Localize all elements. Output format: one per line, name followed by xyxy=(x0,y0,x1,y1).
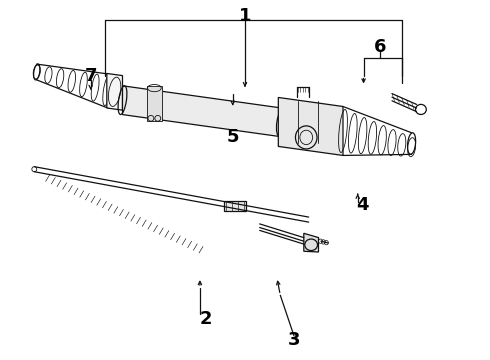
Text: 4: 4 xyxy=(356,196,369,214)
Polygon shape xyxy=(224,201,246,211)
Polygon shape xyxy=(107,73,122,110)
Text: 3: 3 xyxy=(288,331,300,349)
Text: 1: 1 xyxy=(239,7,251,25)
Polygon shape xyxy=(304,233,318,252)
Polygon shape xyxy=(122,86,282,137)
Text: 2: 2 xyxy=(199,310,212,328)
Text: 7: 7 xyxy=(84,67,97,85)
Polygon shape xyxy=(278,98,343,156)
Polygon shape xyxy=(147,86,162,121)
Text: 6: 6 xyxy=(373,38,386,56)
Text: 5: 5 xyxy=(226,128,239,146)
